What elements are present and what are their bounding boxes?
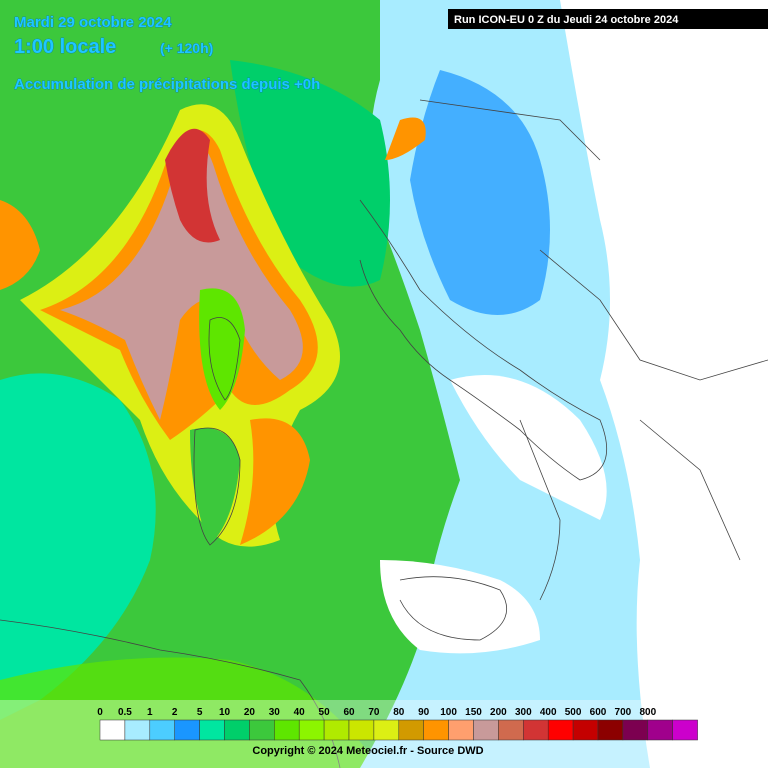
- subtitle: Accumulation de précipitations depuis +0…: [14, 76, 320, 93]
- legend-swatch: [523, 719, 549, 741]
- legend-label: 150: [465, 707, 482, 718]
- legend-label: 5: [197, 707, 203, 718]
- legend-label: 50: [319, 707, 331, 718]
- legend-swatch: [498, 719, 524, 741]
- legend-swatch: [174, 719, 200, 741]
- legend-label: 800: [639, 707, 656, 718]
- legend-label: 40: [294, 707, 306, 718]
- legend-label: 10: [219, 707, 231, 718]
- run: Run ICON-EU 0 Z du Jeudi 24 octobre 2024: [454, 14, 679, 26]
- date: Mardi 29 octobre 2024: [14, 14, 172, 31]
- legend-label: 300: [515, 707, 532, 718]
- legend-label: 100: [440, 707, 457, 718]
- time: 1:00 locale: [14, 36, 116, 58]
- legend-swatch: [572, 719, 599, 741]
- run-box: [448, 9, 768, 29]
- copyright: Copyright © 2024 Meteociel.fr - Source D…: [252, 745, 483, 757]
- legend-label: 700: [615, 707, 632, 718]
- legend-label: 1: [147, 707, 153, 718]
- legend-label: 80: [393, 707, 405, 718]
- legend-swatch: [99, 719, 126, 741]
- legend-label: 200: [490, 707, 507, 718]
- legend-swatch: [348, 719, 375, 741]
- legend-label: 600: [590, 707, 607, 718]
- legend-label: 90: [418, 707, 430, 718]
- legend-swatch: [298, 719, 325, 741]
- legend-label: 20: [244, 707, 256, 718]
- legend-label: 0: [97, 707, 103, 718]
- legend-swatch: [224, 719, 250, 741]
- legend-swatch: [398, 719, 424, 741]
- legend-swatch: [423, 719, 449, 741]
- lead: (+ 120h): [160, 40, 213, 56]
- legend-label: 2: [172, 707, 178, 718]
- legend-label: 30: [269, 707, 281, 718]
- legend-swatch: [647, 719, 673, 741]
- legend-swatch: [149, 719, 175, 741]
- legend-label: 70: [368, 707, 380, 718]
- legend-swatch: [672, 719, 698, 741]
- legend-swatch: [622, 719, 649, 741]
- legend-swatch: [124, 719, 151, 741]
- legend-swatch: [199, 719, 225, 741]
- legend-label: 400: [540, 707, 557, 718]
- legend-swatch: [547, 719, 574, 741]
- borders: [0, 99, 768, 768]
- legend-swatch: [274, 719, 300, 741]
- legend-label: 500: [565, 707, 582, 718]
- legend: 0 0.5 1 2 5 10 20 30 40 50 60 70 80 90 100 150 200 300 400…: [97, 707, 698, 741]
- legend-swatch: [448, 719, 474, 741]
- legend-label: 60: [343, 707, 355, 718]
- legend-swatch: [473, 719, 499, 741]
- legend-swatch: [323, 719, 350, 741]
- legend-swatch: [597, 719, 624, 741]
- legend-label: 0.5: [118, 707, 132, 718]
- legend-swatch: [373, 719, 400, 741]
- legend-swatch: [249, 719, 275, 741]
